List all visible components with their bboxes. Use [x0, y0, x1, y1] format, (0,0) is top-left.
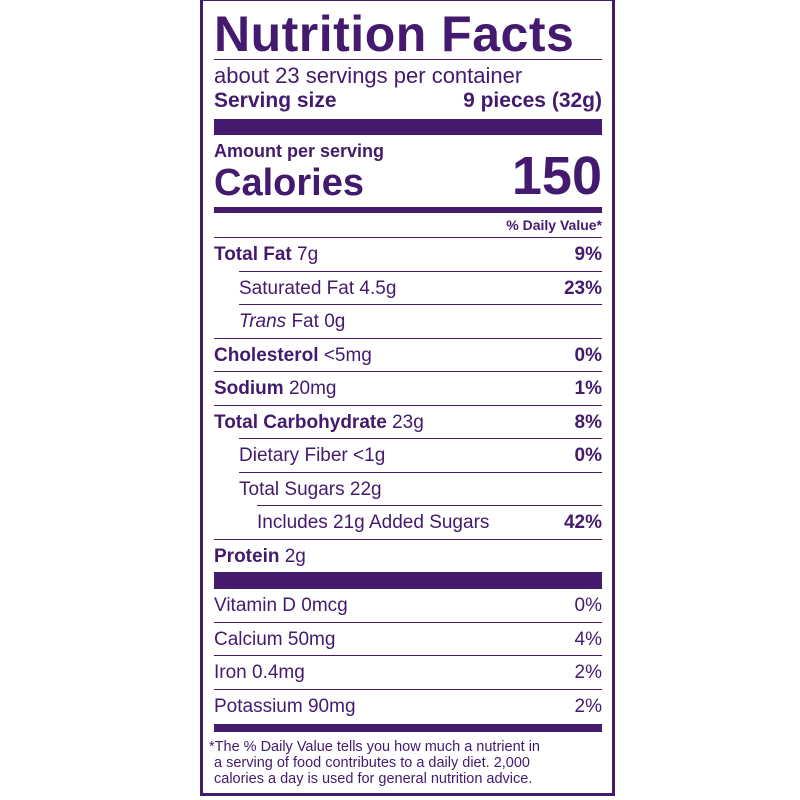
nutrient-dv: 0% — [574, 344, 602, 366]
nutrient-name: Protein — [214, 545, 280, 567]
nutrient-amount: 4.5g — [359, 277, 397, 299]
vitamin-name: Vitamin D 0mcg — [214, 595, 348, 616]
nutrient-row-total-sugars: Total Sugars 22g — [239, 471, 602, 506]
nutrient-dv: 42% — [563, 512, 602, 533]
thick-divider — [214, 572, 602, 589]
nutrient-amount: 20mg — [288, 378, 337, 399]
label-title: Nutrition Facts — [214, 6, 575, 62]
nutrient-name-suffix: Fat — [291, 311, 319, 332]
nutrient-name: Sodium — [214, 378, 284, 399]
divider — [214, 59, 602, 60]
calories-row: Calories 150 — [214, 149, 602, 203]
nutrient-dv: 23% — [563, 277, 602, 299]
serving-size-label: Serving size — [214, 89, 337, 112]
nutrient-row-dietary-fiber: Dietary Fiber <1g 0% — [239, 438, 602, 472]
nutrient-name: Total Carbohydrate — [214, 411, 387, 433]
nutrient-amount: 0g — [324, 311, 346, 332]
vitamin-row-vitamin-d: Vitamin D 0mcg 0% — [214, 589, 602, 622]
nutrient-amount: 23g — [392, 411, 424, 433]
nutrition-facts-label: Nutrition Facts about 23 servings per co… — [200, 0, 615, 796]
vitamin-row-calcium: Calcium 50mg 4% — [214, 621, 602, 656]
servings-per-container: about 23 servings per container — [214, 63, 523, 88]
nutrient-row-protein: Protein 2g — [214, 538, 602, 573]
nutrient-row-total-carbohydrate: Total Carbohydrate 23g 8% — [214, 404, 602, 439]
calories-value: 150 — [511, 146, 602, 206]
nutrient-name: Includes 21g Added Sugars — [257, 512, 490, 533]
vitamin-row-potassium: Potassium 90mg 2% — [214, 688, 602, 723]
nutrient-dv: 0% — [574, 445, 602, 466]
daily-value-header: % Daily Value* — [506, 217, 602, 233]
vitamin-dv: 2% — [574, 662, 602, 683]
vitamin-name: Iron 0.4mg — [214, 662, 305, 683]
nutrient-name: Dietary Fiber — [239, 445, 348, 466]
nutrient-row-saturated-fat: Saturated Fat 4.5g 23% — [239, 270, 602, 305]
nutrient-amount: <5mg — [323, 344, 372, 366]
footnote-line: *The % Daily Value tells you how much a … — [209, 739, 540, 755]
vitamin-dv: 4% — [574, 628, 602, 650]
nutrient-row-trans-fat: Trans Fat 0g — [239, 304, 602, 338]
footnote-line: calories a day is used for general nutri… — [214, 771, 533, 787]
nutrient-name: Cholesterol — [214, 344, 319, 366]
serving-size-value: 9 pieces (32g) — [463, 89, 602, 112]
nutrient-name: Total Fat — [214, 244, 292, 265]
nutrient-amount: 7g — [297, 244, 319, 265]
thick-divider — [214, 119, 602, 135]
amount-per-serving: Amount per serving — [214, 141, 385, 161]
nutrient-amount: 22g — [349, 478, 382, 500]
nutrient-amount: <1g — [353, 445, 386, 466]
medium-divider — [214, 724, 602, 732]
medium-divider — [214, 207, 602, 213]
nutrient-dv: 1% — [574, 378, 602, 399]
nutrient-name: Saturated Fat — [239, 277, 355, 299]
nutrient-row-added-sugars: Includes 21g Added Sugars 42% — [257, 505, 602, 539]
nutrient-dv: 9% — [574, 244, 602, 265]
vitamin-row-iron: Iron 0.4mg 2% — [214, 655, 602, 689]
nutrient-row-cholesterol: Cholesterol <5mg 0% — [214, 337, 602, 372]
daily-value-footnote: *The % Daily Value tells you how much a … — [209, 739, 602, 787]
nutrient-name: Total Sugars — [239, 478, 345, 500]
vitamin-name: Potassium 90mg — [214, 695, 356, 717]
calories-label: Calories — [214, 162, 364, 204]
nutrient-amount: 2g — [284, 545, 306, 567]
serving-size: Serving size 9 pieces (32g) — [214, 89, 602, 113]
nutrient-name: Trans — [239, 311, 287, 332]
vitamin-dv: 0% — [574, 595, 602, 616]
footnote-line: a serving of food contributes to a daily… — [214, 755, 530, 771]
nutrient-dv: 8% — [574, 411, 602, 433]
vitamin-name: Calcium 50mg — [214, 628, 336, 650]
vitamin-dv: 2% — [574, 695, 602, 717]
nutrient-row-total-fat: Total Fat 7g 9% — [214, 237, 602, 271]
nutrient-row-sodium: Sodium 20mg 1% — [214, 371, 602, 405]
